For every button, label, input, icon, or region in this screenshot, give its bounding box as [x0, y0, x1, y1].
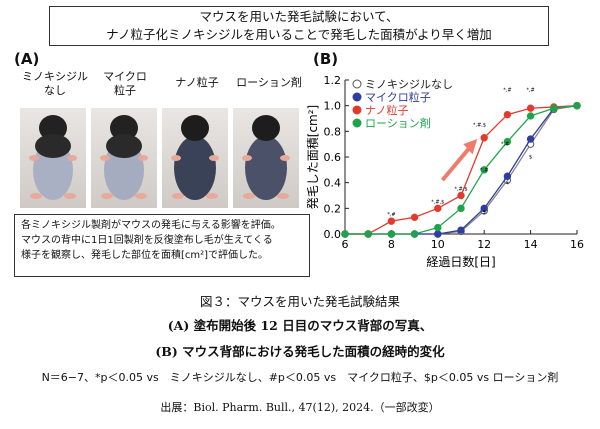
y-tick-label: 0.0 — [324, 228, 342, 241]
method-note: 各ミノキシジル製剤がマウスの発毛に与える影響を評価。 マウスの背中に1日1回製剤… — [14, 214, 310, 277]
chart-axes: 0.0 0.2 0.4 0.6 0.8 1.0 1.2 6 8 10 12 14 16 経過日数[日] 発毛… — [305, 74, 584, 269]
x-tick-label: 14 — [524, 238, 538, 251]
photo-label-lotion: ローション剤 — [236, 76, 302, 89]
data-point — [457, 226, 465, 234]
data-point — [526, 112, 535, 120]
significance-mark: *,# — [480, 167, 488, 173]
chart-marks: *,# *,#,$ *,#,$ *,#,$ *,# *,# *,# *,# $ $ $ — [341, 88, 581, 238]
data-point — [480, 134, 488, 142]
significance-mark: *,# — [387, 212, 395, 218]
legend-marker — [352, 118, 362, 128]
y-tick-label: 0.2 — [324, 202, 342, 215]
x-axis-title: 経過日数[日] — [426, 254, 495, 269]
y-tick-label: 0.8 — [324, 125, 342, 138]
caption-line-a: (A) 塗布開始後 12 日目のマウス背部の写真、 — [167, 318, 433, 333]
note-line-2: マウスの背中に1日1回製剤を反復塗布し毛が生えてくる — [21, 235, 273, 246]
mouse-photo-lotion — [233, 108, 299, 208]
data-point — [457, 204, 465, 213]
y-tick-label: 1.0 — [324, 100, 342, 113]
x-tick-label: 6 — [342, 238, 349, 251]
legend-label: ミノキシジルなし — [365, 78, 453, 91]
data-point — [434, 204, 442, 213]
x-tick-label: 8 — [388, 238, 395, 251]
data-point — [526, 104, 535, 112]
data-point — [550, 104, 558, 112]
significance-mark: $ — [506, 180, 509, 186]
data-point — [387, 217, 396, 225]
x-tick-label: 10 — [431, 238, 445, 251]
figure-title: 図３：マウスを用いた発毛試験結果 — [199, 294, 400, 309]
data-point — [480, 166, 488, 174]
significance-mark: *,# — [526, 88, 534, 94]
data-point — [526, 135, 535, 143]
data-point — [364, 230, 372, 238]
data-point — [503, 110, 512, 119]
significance-mark: *,#,$ — [454, 187, 467, 193]
data-point — [503, 172, 512, 180]
mouse-photo-none — [20, 108, 86, 208]
photo-label-micro: マイクロ 粒子 — [103, 70, 147, 97]
photo-label-none: ミノキシジル なし — [22, 70, 88, 97]
panel-b-label: (B) — [313, 50, 339, 68]
caption-line-b: (B) マウス背部における発毛した面積の経時的変化 — [155, 344, 445, 359]
y-tick-label: 0.6 — [324, 151, 342, 164]
data-point — [341, 230, 349, 238]
legend-marker — [352, 92, 362, 102]
legend-marker — [352, 79, 362, 89]
x-tick-label: 12 — [477, 238, 491, 251]
data-point — [387, 230, 396, 238]
caption-source: 出展：Biol. Pharm. Bull., 47(12), 2024.（一部改… — [160, 401, 440, 414]
legend-label: ローション剤 — [365, 116, 431, 130]
legend-label: マイクロ粒子 — [365, 90, 431, 104]
data-point — [434, 223, 442, 232]
significance-mark: $ — [483, 210, 486, 216]
legend-label: ナノ粒子 — [365, 103, 408, 117]
y-axis-title: 発毛した面積[cm²] — [305, 105, 320, 209]
summary-line-2: ナノ粒子化ミノキシジルを用いることで発毛した面積がより早く増加 — [106, 27, 492, 42]
data-point — [457, 191, 465, 200]
trend-arrow-shaft — [440, 142, 475, 182]
summary-box: マウスを用いた発毛試験において、 ナノ粒子化ミノキシジルを用いることで発毛した面… — [49, 6, 549, 46]
significance-mark: *,#,$ — [473, 122, 486, 128]
x-tick-label: 16 — [570, 238, 584, 251]
significance-mark: *,# — [501, 142, 509, 148]
mouse-photo-micro — [91, 108, 157, 208]
note-line-3: 様子を観察し、発毛した部位を面積[cm²]で評価した。 — [21, 250, 269, 261]
summary-line-1: マウスを用いた発毛試験において、 — [199, 9, 399, 24]
data-point — [410, 213, 419, 222]
mouse-photos — [20, 108, 299, 208]
data-point — [503, 137, 512, 146]
legend-marker — [352, 105, 362, 115]
y-tick-label: 0.4 — [324, 177, 342, 190]
note-line-1: 各ミノキシジル製剤がマウスの発毛に与える影響を評価。 — [21, 220, 281, 231]
caption-stats: N＝6−7、*p＜0.05 vs ミノキシジルなし、#p＜0.05 vs マイク… — [41, 371, 559, 384]
significance-mark: $ — [529, 154, 532, 160]
data-point — [410, 230, 419, 238]
mouse-photo-nano — [162, 108, 228, 208]
photo-label-nano: ナノ粒子 — [175, 76, 219, 89]
panel-a-label: (A) — [14, 50, 40, 68]
significance-mark: *,#,$ — [431, 199, 444, 205]
significance-mark: *,# — [503, 88, 511, 94]
data-point — [434, 230, 442, 238]
data-point — [480, 204, 488, 213]
hair-growth-chart: 0.0 0.2 0.4 0.6 0.8 1.0 1.2 6 8 10 12 14 16 経過日数[日] 発毛… — [305, 74, 584, 269]
data-point — [573, 101, 581, 110]
y-tick-label: 1.2 — [324, 74, 342, 87]
